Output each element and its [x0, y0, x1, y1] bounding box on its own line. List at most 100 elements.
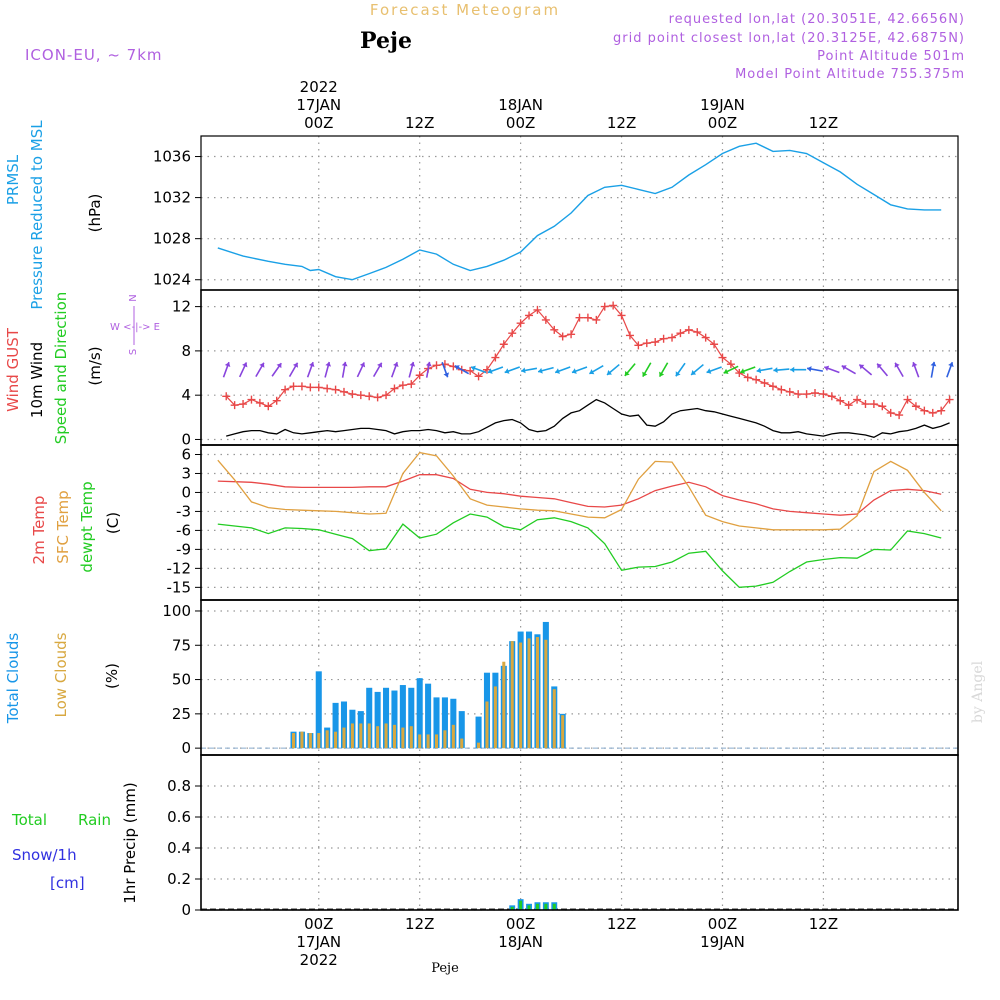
series-line-pressure — [217, 142, 942, 281]
gust-marker — [516, 319, 525, 328]
bar-total-clouds — [408, 687, 415, 749]
gust-marker — [415, 371, 424, 380]
legend-total: Total — [11, 811, 47, 829]
wind-arrow — [390, 361, 399, 378]
wind-arrow — [946, 361, 954, 378]
arrow-head — [691, 370, 697, 375]
gust-marker — [861, 400, 870, 409]
gust-marker — [331, 385, 340, 394]
arrow-head — [706, 368, 712, 374]
gust-marker — [592, 315, 601, 324]
gust-marker — [550, 325, 559, 334]
bar-total-clouds — [458, 711, 465, 749]
arrow-head — [930, 361, 937, 367]
time-tick-label: 12Z — [607, 915, 636, 933]
gust-marker — [895, 411, 904, 420]
arrow-head — [859, 364, 865, 370]
gust-marker — [272, 396, 281, 405]
y-axis-label: PRMSL — [4, 154, 22, 205]
panel-wind: 0 4 8 12 — [172, 290, 958, 448]
y-axis-label: Low Clouds — [52, 632, 70, 717]
gust-marker — [390, 384, 399, 393]
wind-arrow — [642, 362, 652, 378]
bar-low-clouds — [477, 742, 481, 749]
bar-rain — [552, 903, 556, 910]
arrow-head — [723, 368, 729, 375]
bar-low-clouds — [334, 731, 338, 749]
gust-marker — [365, 392, 374, 401]
gust-marker — [432, 361, 441, 370]
bar-total-clouds — [391, 690, 398, 749]
series-line-temp — [217, 451, 942, 531]
bar-low-clouds — [392, 724, 396, 749]
time-tick-label: 12Z — [809, 915, 838, 933]
gust-marker — [726, 360, 735, 369]
arrow-head — [659, 371, 665, 377]
gust-marker — [239, 400, 248, 409]
time-tick-label: 00Z — [304, 915, 333, 933]
gust-marker — [920, 406, 929, 415]
wind-arrow — [372, 362, 383, 378]
legend-rain: Rain — [78, 811, 111, 829]
y-tick-label: 0 — [181, 430, 191, 448]
gridpoint-coords: grid point closest lon,lat (20.3125E, 42… — [613, 31, 965, 46]
arrow-head — [894, 362, 900, 368]
wind-arrow — [571, 366, 588, 374]
bar-total-clouds — [475, 716, 482, 749]
gust-marker — [836, 396, 845, 405]
gust-marker — [802, 390, 811, 399]
bar-low-clouds — [434, 734, 439, 749]
series-line-gust — [225, 304, 951, 416]
arrow-head — [292, 362, 299, 368]
point-altitude: Point Altitude 501m — [817, 49, 965, 64]
arrow-head — [308, 362, 315, 368]
gust-marker — [323, 384, 332, 393]
gust-marker — [264, 402, 273, 411]
gust-marker — [911, 402, 920, 411]
arrow-head — [877, 363, 883, 369]
y-axis-label: 1hr Precip (mm) — [121, 782, 139, 903]
arrow-head — [911, 362, 918, 368]
gust-marker — [928, 408, 937, 417]
arrow-head — [841, 365, 847, 371]
arrow-head — [242, 362, 248, 368]
bar-low-clouds — [325, 730, 329, 749]
unit-label: (hPa) — [86, 194, 104, 233]
gust-marker — [743, 373, 752, 382]
time-tick-label: 00Z — [708, 114, 737, 132]
arrow-head — [824, 365, 830, 372]
wind-arrow — [271, 362, 282, 377]
wind-arrow — [288, 362, 299, 378]
wind-arrow — [773, 367, 790, 373]
bar-total-clouds — [383, 687, 390, 749]
panel-frame — [200, 444, 959, 601]
gust-marker — [558, 332, 567, 341]
wind-arrow — [675, 362, 686, 377]
wind-arrow — [723, 365, 739, 375]
gust-marker — [693, 328, 702, 337]
series-line-wind — [226, 398, 950, 438]
gust-marker — [651, 338, 660, 347]
time-tick-label: 00Z — [708, 915, 737, 933]
series-line-temp — [217, 474, 942, 516]
gust-marker — [827, 392, 836, 401]
bar-rain — [544, 903, 548, 910]
wind-arrow — [238, 362, 248, 378]
y-tick-label: -6 — [176, 521, 191, 539]
wind-arrow — [606, 363, 620, 376]
gust-marker — [710, 340, 719, 349]
bar-total-clouds — [315, 671, 322, 749]
gust-marker — [499, 340, 508, 349]
gust-marker — [768, 382, 777, 391]
date-label: 17JAN — [296, 96, 341, 114]
bar-low-clouds — [493, 686, 497, 749]
bar-total-clouds — [450, 698, 457, 749]
unit-label: (%) — [103, 663, 121, 689]
y-tick-label: 0.2 — [167, 870, 191, 888]
arrow-head — [341, 361, 348, 367]
arrow-head — [675, 371, 681, 377]
model-label: ICON-EU, ~ 7km — [25, 46, 163, 64]
wind-arrow — [425, 361, 432, 378]
gust-marker — [701, 333, 710, 342]
